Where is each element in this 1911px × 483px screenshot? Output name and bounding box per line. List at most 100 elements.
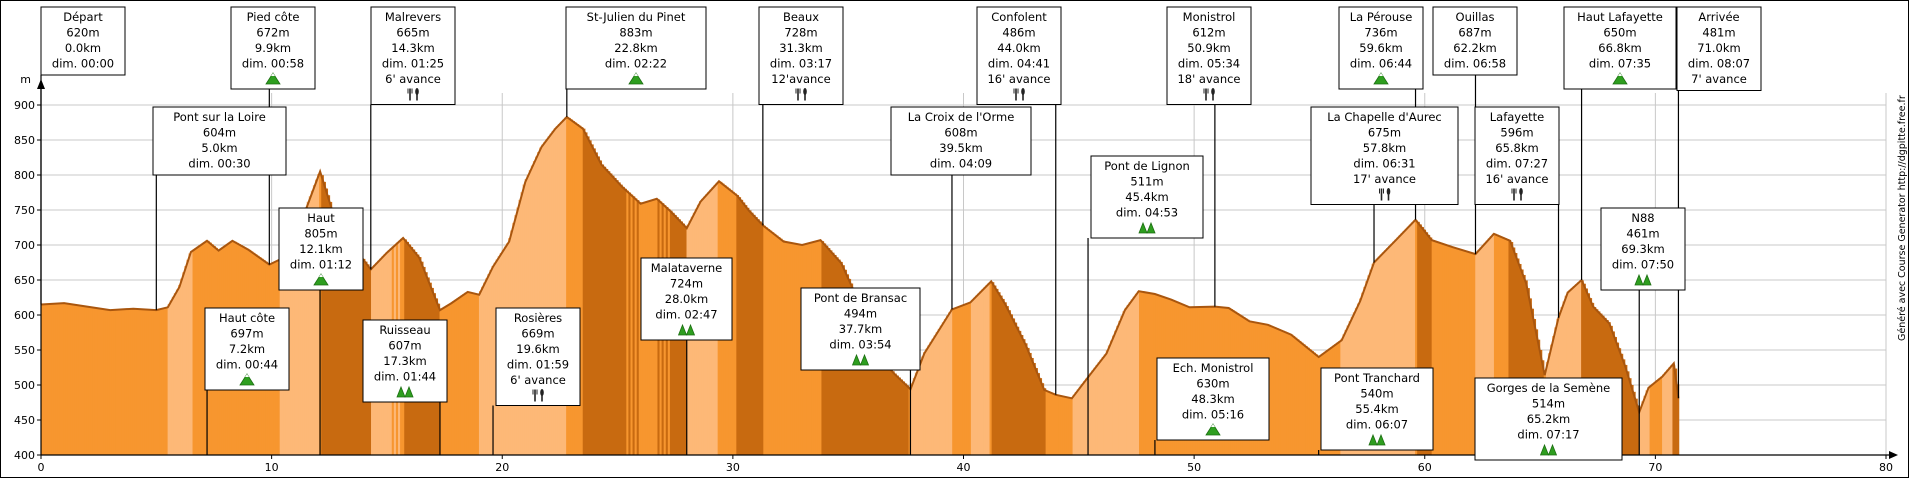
- profile-stripe: [620, 184, 623, 455]
- profile-stripe: [740, 199, 744, 455]
- profile-stripe: [1576, 282, 1580, 455]
- profile-stripe: [47, 303, 50, 455]
- profile-stripe: [1622, 359, 1626, 455]
- waypoint-alt: 486m: [1002, 26, 1035, 40]
- profile-stripe: [290, 238, 293, 455]
- profile-stripe: [360, 256, 364, 455]
- profile-stripe: [1022, 339, 1026, 455]
- profile-stripe: [1278, 329, 1281, 455]
- profile-stripe: [555, 126, 559, 455]
- profile-stripe: [1116, 325, 1119, 455]
- profile-stripe: [599, 160, 603, 455]
- waypoint-dist: 9.9km: [255, 41, 291, 55]
- profile-stripe: [1093, 367, 1097, 455]
- y-unit-label: m: [20, 73, 31, 86]
- profile-stripe: [925, 348, 928, 455]
- profile-stripe: [1288, 333, 1292, 455]
- profile-stripe: [451, 301, 455, 455]
- peak-icon: [628, 72, 644, 85]
- profile-stripe: [99, 308, 102, 455]
- profile-stripe: [63, 303, 67, 455]
- waypoint-name: Pont sur la Loire: [173, 110, 266, 124]
- profile-stripe: [1139, 291, 1142, 455]
- profile-stripe: [314, 179, 318, 455]
- profile-stripe: [1637, 405, 1640, 455]
- profile-stripe: [1529, 298, 1532, 455]
- waypoint-extra: 6' avance: [510, 373, 566, 387]
- profile-stripe: [1481, 245, 1485, 455]
- profile-stripe: [1448, 245, 1451, 455]
- waypoint-dist: 17.3km: [383, 354, 426, 368]
- profile-stripe: [312, 185, 316, 455]
- profile-stripe: [1018, 330, 1022, 455]
- profile-stripe: [1066, 397, 1070, 455]
- profile-stripe: [144, 309, 148, 455]
- waypoint-time: dim. 07:17: [1517, 428, 1579, 442]
- profile-stripe: [294, 230, 297, 455]
- waypoint-dist: 0.0km: [65, 41, 101, 55]
- profile-stripe: [779, 238, 783, 455]
- profile-stripe: [1068, 397, 1072, 455]
- profile-stripe: [1313, 352, 1317, 455]
- profile-stripe: [1400, 233, 1404, 455]
- profile-stripe: [1641, 401, 1644, 455]
- profile-stripe: [1103, 354, 1107, 455]
- x-tick-label: 40: [957, 461, 971, 474]
- profile-stripe: [1402, 230, 1406, 455]
- peak-icon-snow: [245, 374, 249, 377]
- profile-stripe: [1514, 253, 1518, 455]
- x-tick-label: 60: [1418, 461, 1432, 474]
- profile-stripe: [1145, 292, 1148, 455]
- waypoint-box: [800, 287, 921, 371]
- profile-stripe: [1676, 384, 1680, 455]
- valley-icon: [677, 323, 688, 336]
- profile-stripe: [742, 202, 746, 455]
- profile-stripe: [1307, 347, 1310, 455]
- profile-stripe: [1006, 306, 1009, 455]
- profile-stripe: [51, 303, 55, 455]
- profile-stripe: [1446, 245, 1449, 455]
- knife-icon: [1211, 88, 1215, 95]
- profile-stripe: [889, 368, 893, 455]
- profile-stripe: [1442, 243, 1445, 455]
- profile-stripe: [1583, 283, 1586, 455]
- profile-stripe: [1302, 344, 1306, 455]
- waypoint-name: Haut côte: [219, 311, 275, 325]
- profile-stripe: [906, 385, 910, 455]
- profile-stripe: [1271, 326, 1275, 455]
- profile-stripe: [914, 372, 918, 455]
- profile-stripe: [574, 122, 578, 455]
- waypoint-box: [362, 319, 448, 403]
- profile-stripe: [460, 295, 463, 455]
- profile-stripe: [339, 231, 343, 455]
- profile-stripe: [1153, 293, 1157, 455]
- waypoint-name: Rosières: [514, 311, 562, 325]
- valley-icon-right: [404, 385, 414, 398]
- profile-stripe: [937, 328, 941, 455]
- profile-stripe: [188, 253, 192, 455]
- profile-stripe: [300, 216, 304, 455]
- profile-stripe: [57, 303, 61, 455]
- profile-stripe: [892, 371, 895, 455]
- profile-stripe: [962, 304, 966, 455]
- profile-stripe: [1657, 378, 1661, 455]
- profile-stripe: [109, 309, 113, 455]
- profile-stripe: [1124, 307, 1128, 455]
- waypoint-alt: 672m: [256, 26, 289, 40]
- profile-stripe: [933, 335, 937, 455]
- profile-stripe: [169, 300, 173, 455]
- x-tick-label: 30: [726, 461, 740, 474]
- waypoint-name: Confolent: [991, 10, 1047, 24]
- profile-stripe: [964, 303, 968, 455]
- waypoint-alt: 494m: [844, 307, 877, 321]
- profile-stripe: [923, 352, 926, 455]
- peak-icon-snow: [271, 73, 275, 76]
- profile-stripe: [1373, 260, 1377, 455]
